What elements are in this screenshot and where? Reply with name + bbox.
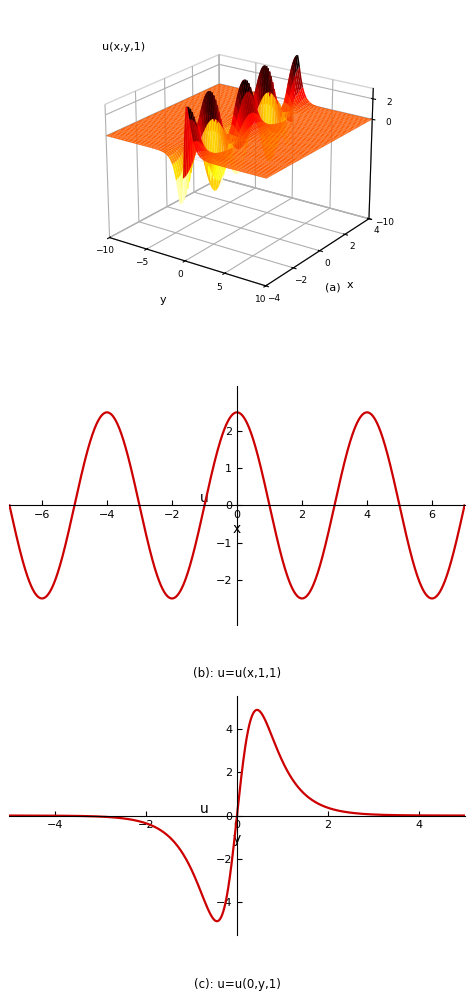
Text: (a): (a) (325, 282, 341, 292)
Text: (b): u=u(x,1,1): (b): u=u(x,1,1) (193, 667, 281, 680)
Text: u(x,y,1): u(x,y,1) (101, 41, 145, 51)
Y-axis label: u: u (200, 802, 209, 815)
Y-axis label: x: x (347, 279, 354, 289)
X-axis label: x: x (233, 522, 241, 536)
X-axis label: y: y (233, 832, 241, 846)
X-axis label: y: y (160, 294, 166, 305)
Text: (c): u=u(0,y,1): (c): u=u(0,y,1) (193, 978, 281, 991)
Y-axis label: u: u (200, 491, 209, 506)
